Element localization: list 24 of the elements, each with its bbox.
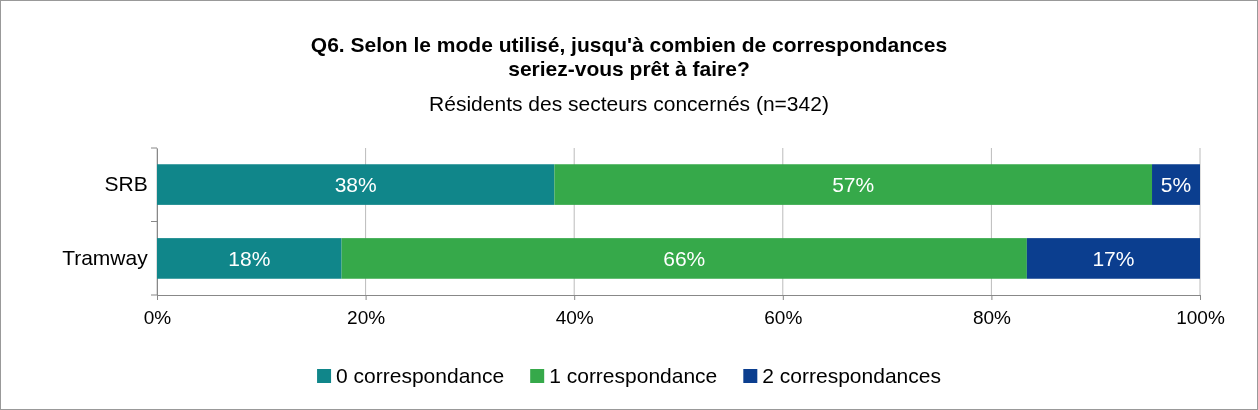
data-label: 57% <box>832 172 875 196</box>
x-tick-label: 0% <box>143 306 172 328</box>
bar <box>157 238 342 279</box>
bar <box>1026 238 1200 279</box>
bar <box>157 164 555 205</box>
chart-subtitle: Résidents des secteurs concernés (n=342) <box>429 92 829 115</box>
x-tick-label: 40% <box>555 306 594 328</box>
x-tick-label: 100% <box>1176 306 1225 328</box>
y-tick-label: Tramway <box>62 246 149 270</box>
chart-title: Q6. Selon le mode utilisé, jusqu'à combien de correspondances seriez-vous prêt à faire? <box>310 33 948 80</box>
legend-label: 0 correspondance <box>336 364 505 388</box>
x-tick-label: 80% <box>972 306 1012 328</box>
data-label: 38% <box>334 172 377 196</box>
legend-label: 2 correspondances <box>762 364 941 388</box>
data-label: 66% <box>663 246 706 270</box>
bar <box>341 238 1027 279</box>
data-label: 18% <box>228 246 271 270</box>
legend-label: 1 correspondance <box>549 364 718 388</box>
y-tick-label: SRB <box>104 172 148 196</box>
data-label: 5% <box>1160 172 1192 196</box>
x-tick-label: 60% <box>764 306 803 328</box>
bar <box>554 164 1153 205</box>
data-label: 17% <box>1092 246 1135 270</box>
x-tick-label: 20% <box>347 306 386 328</box>
